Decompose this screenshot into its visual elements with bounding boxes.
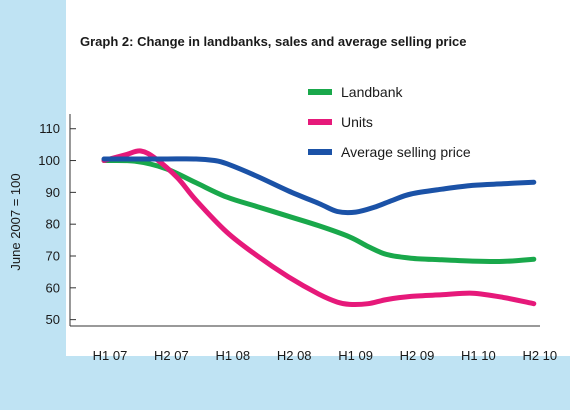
y-tick-label: 80 — [46, 217, 60, 232]
y-axis-label: June 2007 = 100 — [8, 173, 23, 270]
x-tick-label: H1 07 — [93, 348, 128, 363]
series-line-landbank — [101, 157, 537, 265]
legend-label: Landbank — [341, 84, 404, 100]
x-tick-label: H1 08 — [215, 348, 250, 363]
y-tick-label: 90 — [46, 185, 60, 200]
x-tick-label: H1 09 — [338, 348, 373, 363]
x-tick-label: H2 10 — [522, 348, 557, 363]
y-tick-label: 50 — [46, 312, 60, 327]
y-tick-label: 60 — [46, 280, 60, 295]
series-line-average-selling-price — [101, 156, 537, 216]
x-tick-label: H1 10 — [461, 348, 496, 363]
x-tick-label: H2 08 — [277, 348, 312, 363]
legend-label: Units — [341, 114, 373, 130]
plot-panel — [66, 0, 570, 356]
x-tick-label: H2 07 — [154, 348, 189, 363]
y-tick-label: 100 — [38, 153, 60, 168]
y-tick-label: 70 — [46, 249, 60, 264]
axes: 50 60 70 80 90 100 110 H1 07 H2 07 H1 08 H2 08 H1 0… — [38, 114, 557, 363]
y-tick-label: 110 — [39, 121, 60, 136]
legend: Landbank Units Average selling price — [308, 84, 471, 160]
series-lines — [101, 148, 537, 307]
x-tick-label: H2 09 — [400, 348, 435, 363]
legend-label: Average selling price — [341, 144, 471, 160]
chart-title: Graph 2: Change in landbanks, sales and … — [80, 34, 467, 49]
